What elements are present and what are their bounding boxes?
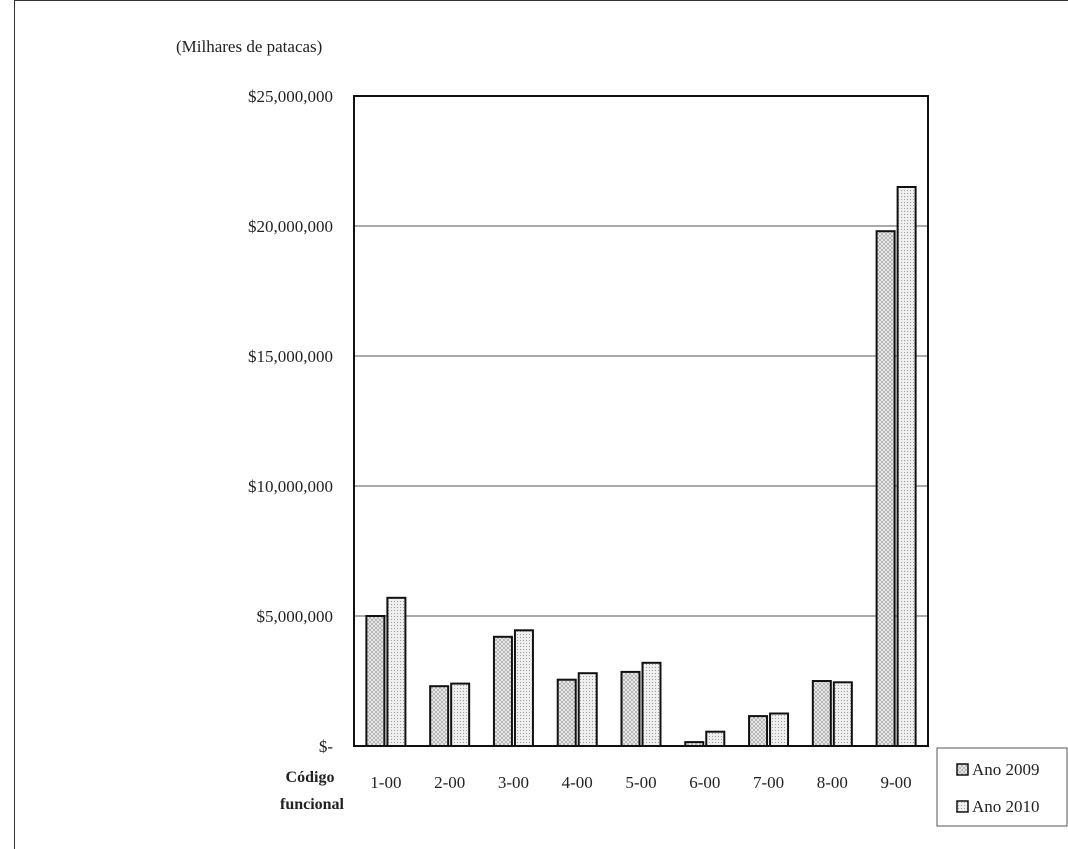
y-tick-label: $25,000,000 bbox=[248, 87, 333, 106]
bar-5-00-ano-2010 bbox=[641, 661, 662, 747]
y-tick-label: $10,000,000 bbox=[248, 477, 333, 496]
bar-1-00-ano-2009 bbox=[365, 615, 386, 747]
bar-2-00-ano-2009 bbox=[429, 685, 450, 748]
grid-lines bbox=[354, 225, 928, 617]
x-tick-label: 2-00 bbox=[434, 773, 465, 792]
legend-label-2009: Ano 2009 bbox=[972, 760, 1040, 779]
x-tick-label: 7-00 bbox=[753, 773, 784, 792]
y-tick-label: $5,000,000 bbox=[257, 607, 334, 626]
y-axis-ticks: $- $5,000,000 $10,000,000 $15,000,000 $20,00… bbox=[248, 87, 333, 756]
x-axis-title-line-1: Código bbox=[286, 769, 335, 786]
bar-4-00-ano-2009 bbox=[556, 678, 577, 748]
bar-2-00-ano-2010 bbox=[450, 682, 471, 747]
x-tick-label: 9-00 bbox=[881, 773, 912, 792]
bar-6-00-ano-2010 bbox=[705, 730, 726, 748]
legend: Ano 2009 Ano 2010 bbox=[936, 747, 1068, 827]
bar-8-00-ano-2009 bbox=[811, 680, 832, 747]
legend-label-2010: Ano 2010 bbox=[972, 797, 1040, 816]
chart-frame bbox=[14, 0, 1068, 849]
x-axis-title-line-2: funcional bbox=[280, 796, 345, 813]
x-tick-label: 5-00 bbox=[625, 773, 656, 792]
bar-5-00-ano-2009 bbox=[620, 670, 641, 748]
legend-swatch-2010 bbox=[956, 800, 969, 813]
x-tick-label: 4-00 bbox=[562, 773, 593, 792]
bar-3-00-ano-2009 bbox=[492, 635, 513, 747]
bar-7-00-ano-2009 bbox=[748, 715, 769, 747]
legend-box bbox=[936, 747, 1068, 827]
bar-7-00-ano-2010 bbox=[769, 712, 790, 747]
x-tick-label: 8-00 bbox=[817, 773, 848, 792]
bar-9-00-ano-2010 bbox=[896, 186, 917, 747]
bar-9-00-ano-2009 bbox=[875, 230, 896, 747]
plot-area-border bbox=[353, 95, 929, 747]
y-tick-label: $20,000,000 bbox=[248, 217, 333, 236]
bar-3-00-ano-2010 bbox=[513, 629, 534, 747]
x-tick-label: 3-00 bbox=[498, 773, 529, 792]
bar-8-00-ano-2010 bbox=[832, 681, 853, 747]
bar-4-00-ano-2010 bbox=[577, 672, 598, 748]
unit-label: (Milhares de patacas) bbox=[176, 37, 322, 56]
y-tick-label: $15,000,000 bbox=[248, 347, 333, 366]
x-tick-label: 1-00 bbox=[370, 773, 401, 792]
y-tick-label: $- bbox=[319, 737, 334, 756]
x-axis-ticks: 1-00 2-00 3-00 4-00 5-00 6-00 7-00 8-00 9-00 bbox=[370, 773, 911, 792]
x-tick-label: 6-00 bbox=[689, 773, 720, 792]
bar-1-00-ano-2010 bbox=[386, 596, 407, 747]
legend-swatch-2009 bbox=[956, 763, 969, 776]
bars bbox=[365, 186, 917, 748]
